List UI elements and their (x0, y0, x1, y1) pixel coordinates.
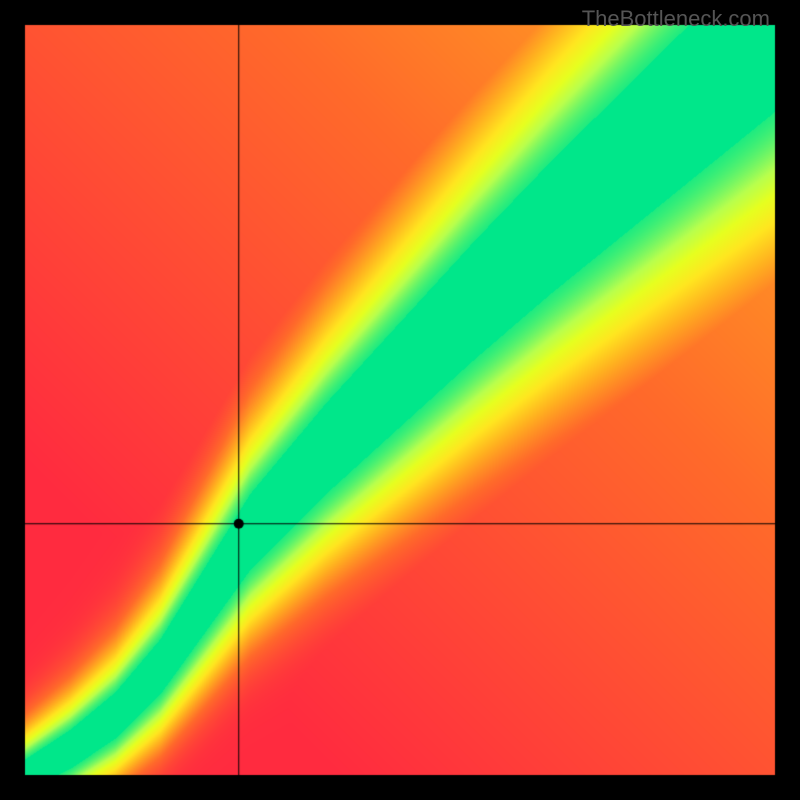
heatmap-canvas (0, 0, 800, 800)
bottleneck-heatmap: TheBottleneck.com (0, 0, 800, 800)
watermark-text: TheBottleneck.com (582, 6, 770, 32)
